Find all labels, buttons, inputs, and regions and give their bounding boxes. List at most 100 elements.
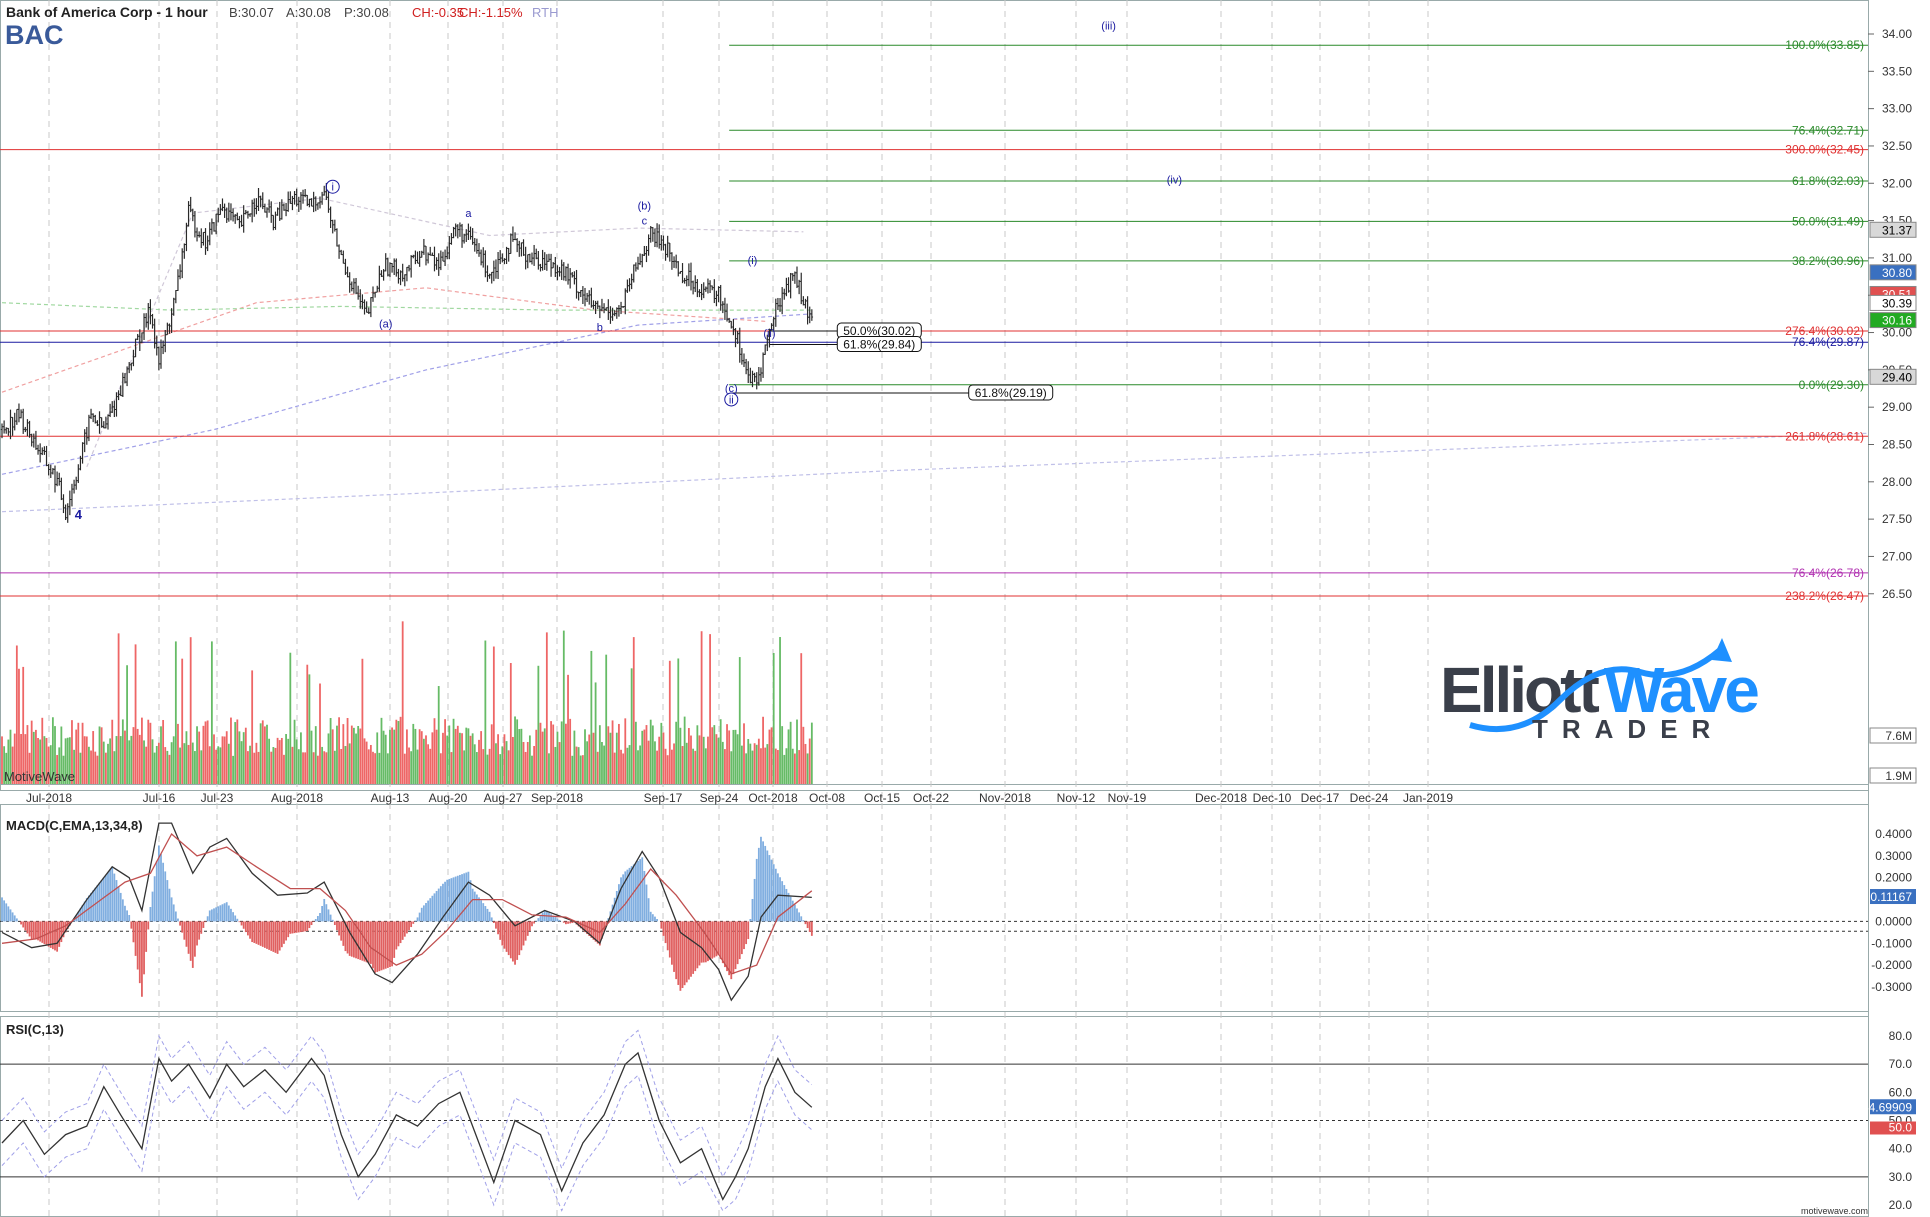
macd-histogram-bar	[183, 921, 186, 940]
macd-histogram-bar	[565, 921, 567, 925]
macd-histogram-bar	[170, 897, 173, 922]
volume-bar	[410, 751, 413, 784]
volume-bar	[609, 732, 612, 784]
volume-bar	[244, 727, 247, 784]
volume-bar	[210, 641, 213, 784]
macd-histogram-bar	[395, 921, 398, 950]
macd-histogram-bar	[791, 900, 794, 922]
volume-bar	[268, 738, 271, 784]
volume-bar	[471, 733, 474, 784]
volume-bar	[579, 755, 582, 784]
moving-average-line	[86, 197, 804, 468]
macd-histogram-bar	[151, 891, 154, 922]
volume-bar	[456, 725, 459, 784]
volume-bar	[709, 634, 711, 784]
macd-histogram-bar	[747, 921, 750, 940]
volume-bar	[787, 729, 790, 784]
volume-bar	[696, 725, 699, 784]
macd-histogram-bar	[325, 904, 328, 922]
volume-bar	[240, 741, 243, 784]
projection-label: 61.8%(29.19)	[975, 386, 1047, 400]
macd-histogram-bar	[378, 921, 381, 972]
volume-bar	[764, 747, 767, 784]
macd-histogram-bar	[293, 921, 296, 934]
volume-bar	[329, 718, 332, 784]
price-badge-label: 31.37	[1882, 223, 1912, 237]
macd-histogram-bar	[26, 921, 29, 934]
macd-histogram-bar	[283, 921, 285, 944]
macd-histogram-bar	[374, 921, 377, 973]
macd-histogram-bar	[704, 921, 707, 963]
macd-histogram-bar	[3, 900, 6, 922]
macd-histogram-bar	[242, 921, 245, 929]
x-tick-label: Jul-2018	[26, 791, 72, 805]
macd-histogram-bar	[376, 921, 379, 972]
volume-bar	[64, 738, 67, 784]
macd-histogram-bar	[548, 912, 550, 922]
volume-bar	[482, 749, 485, 784]
wave-label: i	[331, 182, 333, 194]
volume-bar	[340, 748, 343, 784]
macd-histogram-bar	[312, 921, 315, 923]
volume-bar	[802, 726, 805, 784]
macd-histogram-bar	[673, 921, 675, 972]
volume-bar	[117, 633, 120, 784]
macd-histogram-bar	[174, 911, 177, 922]
macd-histogram-bar	[136, 921, 139, 970]
volume-bar	[249, 745, 251, 784]
macd-histogram-bar	[58, 921, 61, 947]
macd-histogram-bar	[399, 921, 402, 944]
volume-bar	[153, 752, 156, 784]
volume-bar	[645, 725, 648, 784]
moving-average-line	[1, 302, 812, 311]
y-tick-label: 33.00	[1882, 102, 1912, 116]
macd-histogram-bar	[168, 888, 171, 922]
volume-bar	[32, 731, 35, 784]
volume-bar	[605, 654, 608, 784]
volume-bar	[673, 743, 675, 784]
macd-histogram-bar	[420, 907, 423, 922]
volume-bar	[287, 738, 290, 784]
volume-bar	[361, 658, 364, 784]
macd-histogram-bar	[238, 921, 241, 923]
macd-histogram-bar	[60, 921, 63, 943]
volume-bar	[380, 717, 383, 784]
volume-bar	[96, 755, 99, 784]
macd-histogram-bar	[770, 859, 773, 922]
logo-subtitle: TRADER	[1532, 714, 1724, 744]
volume-bar	[683, 716, 686, 784]
volume-bar	[770, 727, 773, 784]
volume-bar	[734, 729, 737, 784]
macd-histogram-bar	[772, 864, 775, 922]
macd-histogram-bar	[467, 871, 470, 922]
volume-bar	[459, 732, 461, 784]
macd-histogram-bar	[410, 921, 413, 928]
volume-bar	[484, 640, 487, 784]
macd-histogram-bar	[219, 905, 222, 922]
volume-bar	[312, 752, 315, 784]
macd-histogram-bar	[403, 921, 406, 937]
volume-bar	[168, 754, 171, 784]
volume-bar	[41, 717, 44, 784]
macd-histogram-bar	[115, 880, 118, 922]
volume-bar	[378, 752, 381, 784]
macd-histogram-bar	[51, 921, 54, 950]
volume-bar	[649, 719, 652, 784]
macd-histogram-bar	[808, 921, 811, 932]
macd-histogram-bar	[247, 921, 249, 936]
moving-average-line	[1, 432, 1868, 513]
macd-histogram-bar	[594, 921, 597, 942]
volume-bar	[628, 745, 631, 784]
volume-bar	[194, 751, 196, 784]
macd-histogram-bar	[668, 921, 671, 958]
macd-histogram-bar	[155, 860, 158, 922]
volume-bar	[353, 727, 355, 784]
logo-arrow-icon	[1712, 638, 1732, 662]
volume-bar	[323, 751, 326, 784]
macd-histogram-bar	[157, 845, 160, 922]
price-badge-label: 29.40	[1882, 370, 1912, 384]
macd-histogram-bar	[179, 921, 181, 926]
volume-bar	[463, 750, 466, 784]
volume-bar	[310, 730, 313, 784]
volume-bar	[155, 745, 158, 784]
